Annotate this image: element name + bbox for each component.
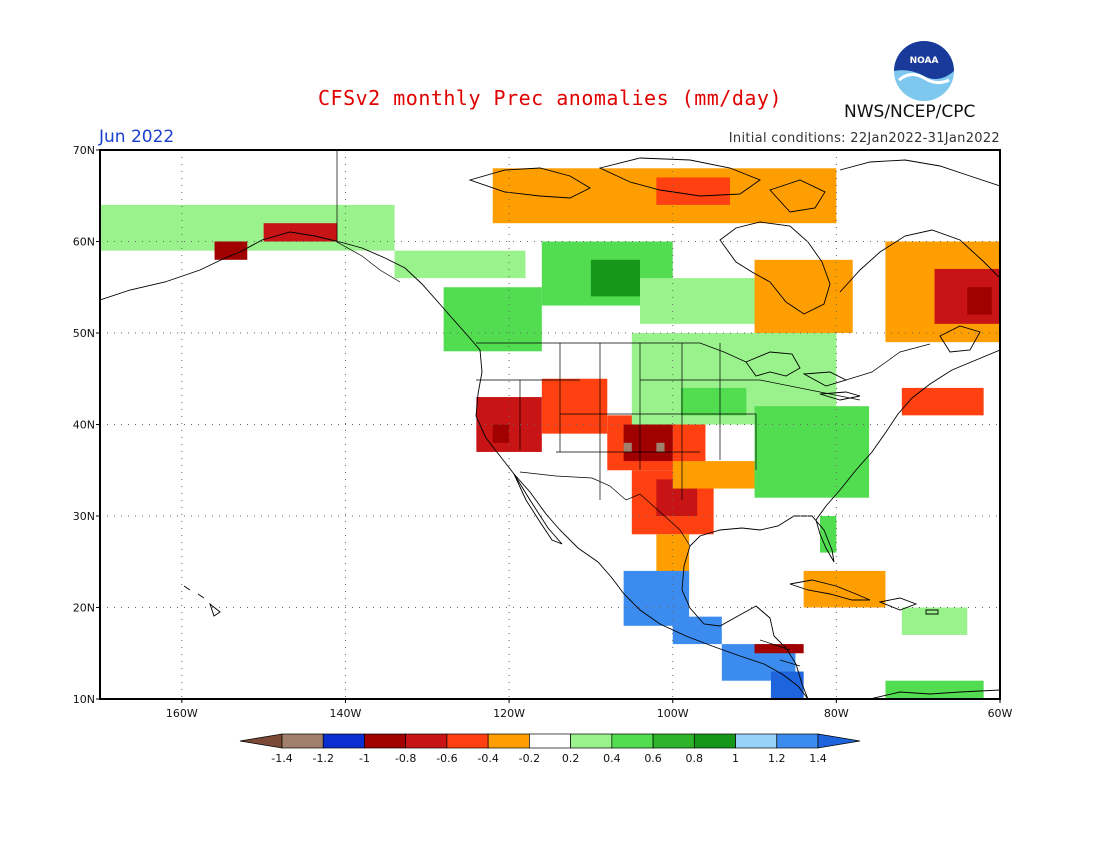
colorbar-label: -1.2	[312, 752, 333, 765]
colorbar-arrow-left	[239, 733, 283, 749]
colorbar-box	[281, 733, 324, 749]
newfoundland	[939, 325, 981, 353]
colorbar-box	[322, 733, 365, 749]
coastline-layer	[100, 157, 1000, 699]
lon-tick-label: 100W	[657, 707, 689, 720]
colorbar-label: 0.4	[603, 752, 621, 765]
colorbar-box	[487, 733, 530, 749]
anomaly-region-34	[901, 387, 984, 416]
colorbar-label: 0.8	[686, 752, 704, 765]
colorbar-box	[652, 733, 695, 749]
colorbar-label: -1	[359, 752, 370, 765]
lon-tick-label: 80W	[824, 707, 849, 720]
greenland-edge	[839, 159, 1000, 187]
anomaly-fill-layer	[100, 168, 1000, 699]
colorbar-arrow-right	[817, 733, 861, 749]
colorbar-box	[405, 733, 448, 749]
gulf-coast	[681, 349, 1000, 699]
lat-tick-label: 40N	[73, 419, 95, 432]
colorbar-label: 1.2	[768, 752, 786, 765]
arctic-islands-2	[598, 157, 761, 197]
colorbar-label: 1.4	[809, 752, 827, 765]
canada-us-border	[476, 342, 931, 381]
colorbar-box	[364, 733, 407, 749]
lat-tick-label: 30N	[73, 510, 95, 523]
anomaly-region-3	[394, 250, 526, 279]
arctic-islands-3	[769, 179, 826, 213]
anomaly-region-16	[541, 378, 608, 434]
anomaly-region-10	[754, 259, 853, 333]
noaa-logo-icon: NOAA	[894, 41, 954, 101]
colorbar-box	[570, 733, 613, 749]
anomaly-region-7	[640, 278, 755, 324]
noaa-logo-text: NOAA	[910, 56, 939, 66]
lat-tick-label: 10N	[73, 693, 95, 706]
us-state-lines	[476, 343, 861, 500]
anomaly-region-36	[901, 607, 968, 635]
labrador-coast	[839, 229, 1000, 293]
anomaly-region-33	[754, 644, 804, 654]
lon-tick-label: 140W	[330, 707, 362, 720]
anomaly-region-20	[656, 442, 665, 452]
hawaii	[183, 585, 221, 617]
colorbar-label: -1.4	[271, 752, 292, 765]
anomaly-region-15	[492, 424, 510, 443]
organization-label: NWS/NCEP/CPC	[844, 102, 976, 122]
anomaly-region-6	[443, 287, 542, 352]
colorbar-box	[446, 733, 489, 749]
anomaly-region-32	[770, 671, 804, 699]
anomaly-region-37	[885, 680, 984, 699]
cuba	[789, 579, 871, 601]
colorbar-label: -0.2	[519, 752, 540, 765]
latitude-tick-labels: 70N 60N 50N 40N 30N 20N 10N	[73, 144, 100, 706]
baja-california	[513, 473, 563, 545]
colorbar-label: -0.6	[436, 752, 457, 765]
colorbar-label: 0.2	[562, 752, 580, 765]
puerto-rico	[925, 609, 939, 615]
valid-month-label: Jun 2022	[99, 127, 175, 147]
colorbar-box	[735, 733, 778, 749]
colorbar-legend: -1.4 -1.2 -1 -0.8 -0.6 -0.4 -0.2 0.2 0.4 0.6 0.8 1 1…	[239, 733, 861, 765]
colorbar-label: -0.8	[395, 752, 416, 765]
lat-tick-label: 20N	[73, 602, 95, 615]
lon-tick-label: 120W	[493, 707, 525, 720]
chart-title: CFSv2 monthly Prec anomalies (mm/day)	[317, 86, 783, 110]
lat-tick-label: 70N	[73, 144, 95, 157]
colorbar-box	[529, 733, 571, 749]
hispaniola	[878, 597, 918, 611]
hudson-bay	[719, 221, 831, 315]
colorbar-box	[693, 733, 736, 749]
anomaly-region-28	[820, 516, 837, 553]
arctic-islands-1	[468, 167, 591, 199]
political-borders-layer	[336, 150, 931, 667]
colorbar-box	[776, 733, 819, 749]
anomaly-region-19	[623, 442, 632, 452]
us-mexico-border	[519, 471, 691, 547]
anomaly-region-13	[967, 287, 992, 315]
anomaly-region-1	[214, 241, 248, 260]
longitude-tick-labels: 160W 140W 120W 100W 80W 60W	[166, 699, 1013, 720]
anomaly-region-5	[590, 259, 640, 297]
colorbar-label: 0.6	[644, 752, 662, 765]
lon-tick-label: 160W	[166, 707, 198, 720]
north-america-coastline	[100, 231, 809, 699]
lon-tick-label: 60W	[988, 707, 1013, 720]
anomaly-region-27	[754, 406, 870, 498]
anomaly-region-26	[680, 387, 747, 416]
alaska-canada-border	[336, 150, 401, 283]
anomaly-region-23	[672, 461, 755, 489]
colorbar-label: 1	[732, 752, 739, 765]
initial-conditions-label: Initial conditions: 22Jan2022-31Jan2022	[728, 131, 1000, 146]
lat-tick-label: 50N	[73, 327, 95, 340]
lat-tick-label: 60N	[73, 236, 95, 249]
colorbar-box	[611, 733, 654, 749]
anomaly-region-30	[672, 616, 722, 645]
south-america-edge	[869, 689, 1000, 699]
colorbar-label: -0.4	[477, 752, 498, 765]
lat-lon-gridlines	[100, 150, 1000, 699]
